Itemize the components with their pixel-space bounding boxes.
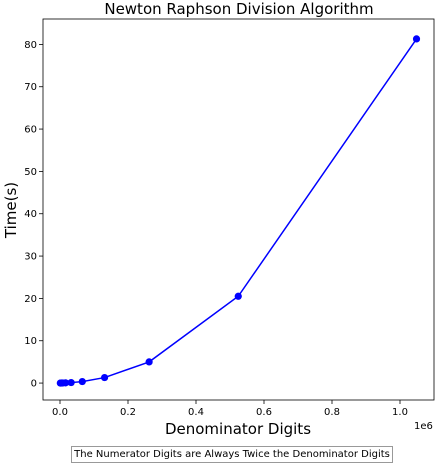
x-tick-label: 0.4 [188, 407, 204, 418]
chart-title: Newton Raphson Division Algorithm [104, 0, 373, 18]
data-point [67, 378, 75, 387]
x-tick-label: 0.2 [120, 407, 136, 418]
x-tick-label: 1.0 [392, 407, 408, 418]
y-tick-label: 70 [24, 82, 37, 93]
y-tick-label: 80 [24, 40, 37, 51]
y-axis-label: Time(s) [2, 182, 20, 239]
y-tick-label: 50 [24, 167, 37, 178]
y-tick-label: 40 [24, 209, 37, 220]
x-axis-ticks: 0.0 0.2 0.4 0.6 0.8 1.0 [52, 400, 408, 418]
y-tick-label: 0 [31, 379, 37, 390]
x-tick-label: 0.6 [256, 407, 272, 418]
data-point [100, 373, 109, 382]
data-point [145, 358, 153, 366]
caption-box: The Numerator Digits are Always Twice th… [71, 446, 393, 463]
x-scale-label: 1e6 [414, 421, 433, 432]
data-point [234, 292, 242, 300]
y-tick-label: 10 [24, 336, 37, 347]
data-point [61, 379, 70, 387]
chart: Newton Raphson Division Algorithm 0.0 0.2… [2, 0, 435, 438]
series-line [60, 38, 418, 384]
x-tick-label: 0.0 [52, 407, 68, 418]
y-tick-label: 60 [24, 125, 37, 136]
plot-area [42, 18, 435, 401]
y-tick-label: 30 [24, 252, 37, 263]
y-axis-ticks: 0 10 20 30 40 50 60 70 80 [24, 40, 43, 390]
x-axis-label: Denominator Digits [165, 420, 311, 438]
series-layer [56, 35, 421, 387]
x-tick-label: 0.8 [324, 407, 340, 418]
y-tick-label: 20 [24, 294, 37, 305]
data-point [78, 377, 86, 386]
data-point [412, 35, 421, 43]
